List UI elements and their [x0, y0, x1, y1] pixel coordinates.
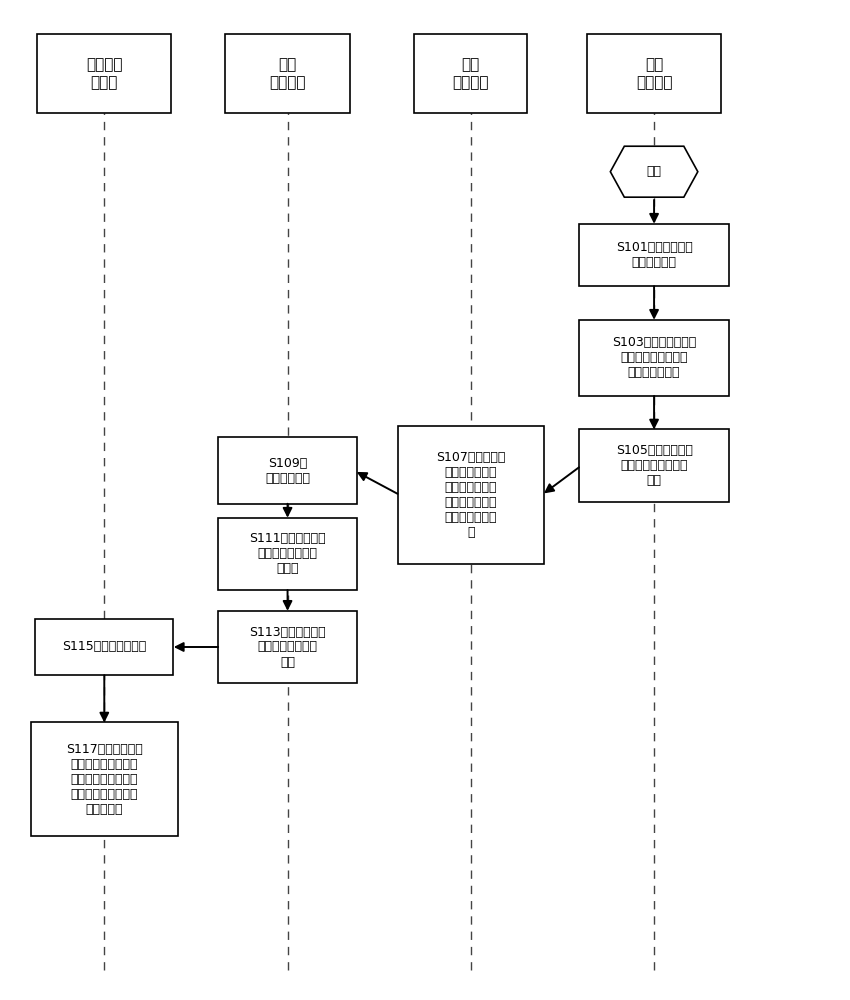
- Text: S117，根据联机指
令，与终端网络电话
建立联机，对终端网
络电话即时输出接收
的网络封包: S117，根据联机指 令，与终端网络电话 建立联机，对终端网 络电话即时输出接收…: [66, 743, 143, 816]
- Text: S115，接收网络封包: S115，接收网络封包: [62, 641, 146, 654]
- FancyBboxPatch shape: [218, 437, 357, 504]
- Text: S103，以影像擷取模
组拍摄外部影像，以
产生一影像讯号: S103，以影像擷取模 组拍摄外部影像，以 产生一影像讯号: [612, 336, 696, 379]
- Text: S111，将接收的影
视讯号转换为一网
络封包: S111，将接收的影 视讯号转换为一网 络封包: [249, 532, 326, 575]
- Text: S101，与第二通讯
装置建立联机: S101，与第二通讯 装置建立联机: [615, 241, 693, 269]
- Text: 第二
通讯装置: 第二 通讯装置: [452, 57, 489, 90]
- FancyBboxPatch shape: [587, 34, 721, 113]
- FancyBboxPatch shape: [35, 619, 173, 675]
- Text: S113，将网络封包
传送至网络电话交
换机: S113，将网络封包 传送至网络电话交 换机: [249, 626, 326, 668]
- FancyBboxPatch shape: [414, 34, 528, 113]
- Polygon shape: [610, 146, 698, 197]
- Text: 开始: 开始: [647, 165, 661, 178]
- FancyBboxPatch shape: [579, 224, 729, 286]
- FancyBboxPatch shape: [579, 429, 729, 502]
- FancyBboxPatch shape: [37, 34, 172, 113]
- Text: 第一
通讯装置: 第一 通讯装置: [636, 57, 672, 90]
- Text: 头端
网络电话: 头端 网络电话: [269, 57, 306, 90]
- Text: 网络电话
交换机: 网络电话 交换机: [86, 57, 122, 90]
- Text: S107，接收影视
讯号，并将接收
的影像讯号经一
视讯传输通道传
送至头端网络电
话: S107，接收影视 讯号，并将接收 的影像讯号经一 视讯传输通道传 送至头端网络…: [436, 451, 506, 539]
- FancyBboxPatch shape: [224, 34, 350, 113]
- FancyBboxPatch shape: [31, 722, 178, 836]
- Text: S105，以影像讯号
无线传输至第二通讯
装置: S105，以影像讯号 无线传输至第二通讯 装置: [615, 444, 693, 487]
- FancyBboxPatch shape: [579, 320, 729, 396]
- FancyBboxPatch shape: [398, 426, 544, 564]
- FancyBboxPatch shape: [218, 518, 357, 590]
- FancyBboxPatch shape: [218, 611, 357, 683]
- Text: S109，
接收影视讯号: S109， 接收影视讯号: [265, 457, 310, 485]
